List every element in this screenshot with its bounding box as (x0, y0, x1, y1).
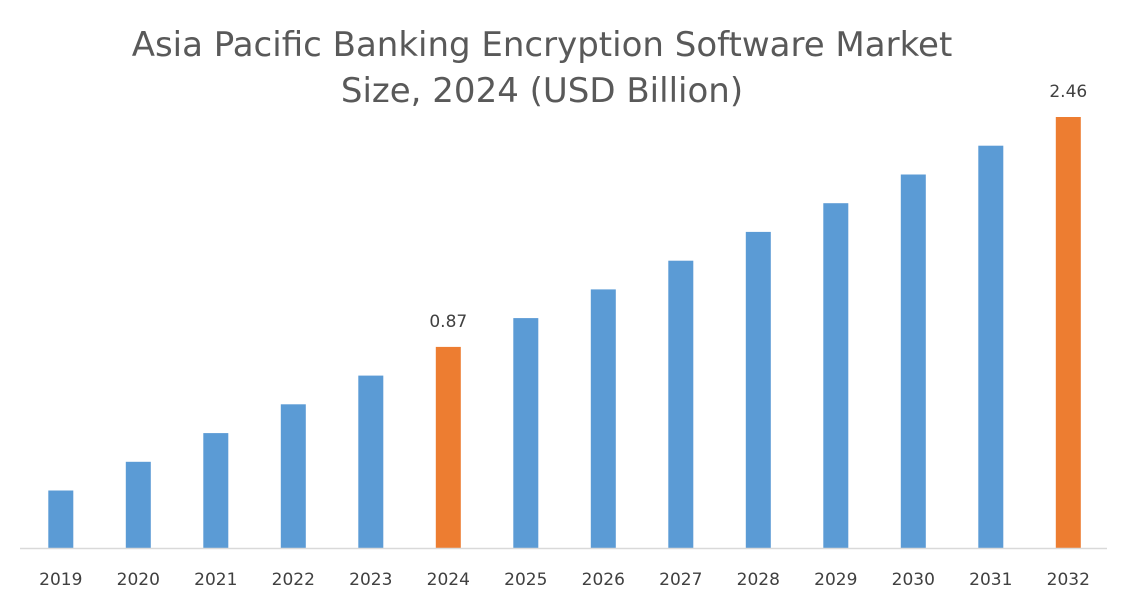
bar-2024 (435, 346, 461, 548)
bar-2032 (1055, 117, 1081, 548)
bar-2030 (900, 174, 926, 548)
chart-title-line-1: Asia Pacific Banking Encryption Software… (131, 25, 953, 65)
x-tick-label-2026: 2026 (582, 570, 625, 590)
bar-2029 (823, 203, 849, 548)
data-label-2032: 2.46 (1049, 82, 1087, 102)
bars-group (48, 117, 1081, 548)
chart-title-line-2: Size, 2024 (USD Billion) (340, 71, 744, 111)
bar-2023 (358, 375, 384, 548)
x-tick-label-2029: 2029 (814, 570, 857, 590)
chart-title: Asia Pacific Banking Encryption Software… (0, 22, 1084, 114)
bar-2021 (203, 433, 229, 548)
bar-2022 (280, 404, 306, 548)
x-tick-label-2020: 2020 (117, 570, 160, 590)
x-tick-label-2023: 2023 (349, 570, 392, 590)
data-label-2024: 0.87 (429, 312, 467, 332)
x-tick-label-2030: 2030 (892, 570, 935, 590)
x-tick-label-2031: 2031 (969, 570, 1012, 590)
bar-2025 (513, 318, 539, 548)
data-labels: 0.87 2.46 (429, 82, 1087, 332)
x-tick-label-2032: 2032 (1047, 570, 1090, 590)
x-tick-label-2021: 2021 (194, 570, 237, 590)
x-tick-labels: 2019 2020 2021 2022 2023 2024 2025 2026 2027 2028… (39, 570, 1090, 590)
x-tick-label-2025: 2025 (504, 570, 547, 590)
x-tick-label-2019: 2019 (39, 570, 82, 590)
bar-2026 (590, 289, 616, 548)
x-tick-label-2028: 2028 (737, 570, 780, 590)
bar-2028 (745, 231, 771, 548)
bar-2019 (48, 490, 74, 548)
x-tick-label-2027: 2027 (659, 570, 702, 590)
x-tick-label-2024: 2024 (427, 570, 470, 590)
x-tick-label-2022: 2022 (272, 570, 315, 590)
bar-2020 (125, 461, 151, 548)
bar-2027 (668, 260, 694, 548)
bar-2031 (978, 145, 1004, 548)
